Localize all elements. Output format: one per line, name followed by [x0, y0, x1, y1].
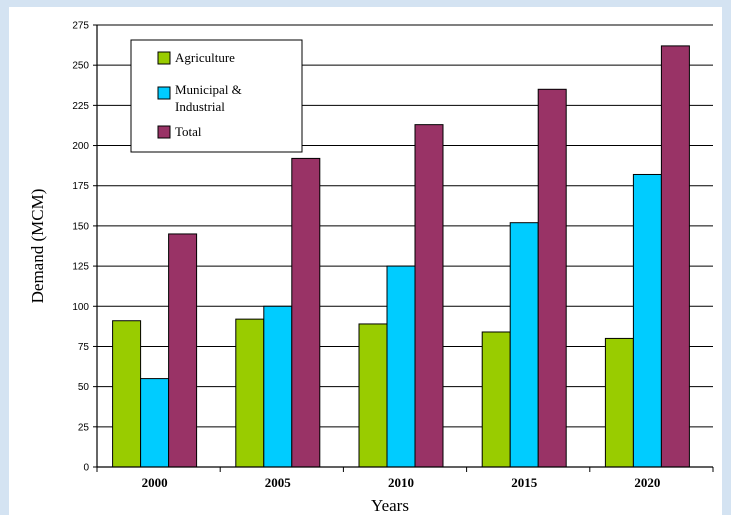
x-tick-label: 2015 — [511, 475, 538, 490]
legend: Agriculture Municipal & Industrial Total — [130, 39, 303, 153]
y-tick-label: 175 — [72, 181, 89, 192]
y-tick-label: 225 — [72, 101, 89, 112]
legend-label: Total — [175, 124, 202, 139]
y-tick-label: 125 — [72, 262, 89, 273]
legend-swatch — [157, 125, 171, 139]
bar-agriculture-2000 — [112, 320, 142, 468]
y-tick-labels: 0 25 50 75 100 125 150 175 200 225 250 275 — [72, 21, 89, 474]
x-tick-label: 2005 — [265, 475, 292, 490]
bar-total-2010 — [414, 124, 444, 468]
y-tick-label: 200 — [72, 141, 89, 152]
y-tick-label: 75 — [78, 342, 90, 353]
bar-municipal-industrial-2000 — [140, 378, 170, 468]
legend-swatch — [157, 86, 171, 100]
bar-municipal-industrial-2010 — [386, 265, 416, 468]
legend-label: Agriculture — [175, 50, 235, 65]
bar-municipal-industrial-2020 — [632, 173, 662, 468]
bar-total-2020 — [660, 45, 690, 468]
y-tick-label: 275 — [72, 21, 89, 32]
y-tick-label: 0 — [83, 463, 89, 474]
y-axis-title: Demand (MCM) — [28, 189, 47, 304]
legend-label: Municipal & — [175, 82, 242, 97]
bar-agriculture-2020 — [604, 337, 634, 468]
bar-total-2015 — [537, 88, 567, 468]
y-tick-label: 250 — [72, 61, 89, 72]
bar-agriculture-2005 — [235, 318, 265, 468]
bar-municipal-industrial-2005 — [263, 305, 293, 468]
bar-municipal-industrial-2015 — [509, 222, 539, 468]
y-tick-label: 25 — [78, 422, 90, 433]
y-tick-label: 150 — [72, 221, 89, 232]
bar-agriculture-2015 — [481, 331, 511, 468]
bar-agriculture-2010 — [358, 323, 388, 468]
legend-label: Industrial — [175, 99, 225, 114]
x-tick-label: 2010 — [388, 475, 414, 490]
y-tick-label: 100 — [72, 302, 89, 313]
legend-swatch — [157, 51, 171, 65]
x-tick-label: 2020 — [634, 475, 660, 490]
x-tick-labels: 2000 2005 2010 2015 2020 — [142, 475, 661, 490]
bar-total-2000 — [168, 233, 198, 468]
x-tick-label: 2000 — [142, 475, 168, 490]
x-axis-title: Years — [371, 496, 409, 515]
bar-total-2005 — [291, 157, 321, 468]
axes — [93, 24, 714, 472]
y-tick-label: 50 — [78, 382, 90, 393]
